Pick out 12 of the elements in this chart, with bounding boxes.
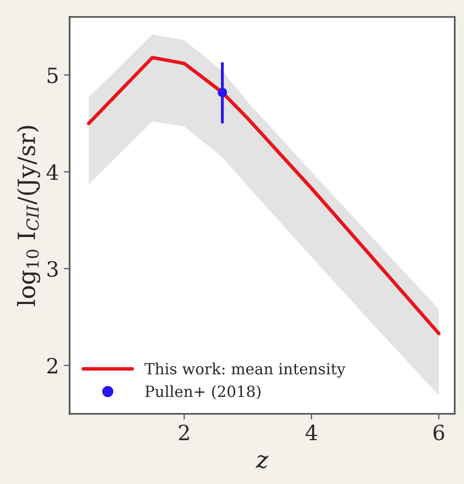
x-tick-label: 2	[178, 424, 189, 440]
x-axis-title: z	[256, 455, 268, 468]
y-tick-label: 3	[48, 261, 58, 277]
line-series	[86, 56, 441, 336]
y-tick-label: 5	[48, 68, 58, 84]
x-tick-label: 6	[434, 424, 444, 440]
y-axis-title: log$_{10}$ I$_{CII}$/(Jy/sr)	[17, 126, 40, 306]
y-tick-label: 4	[46, 164, 58, 180]
legend-label: This work: mean intensity	[144, 362, 346, 378]
y-tick-label: 2	[47, 358, 58, 374]
x-tick-label: 4	[306, 424, 318, 440]
legend-label: Pullen+ (2018)	[145, 385, 260, 400]
